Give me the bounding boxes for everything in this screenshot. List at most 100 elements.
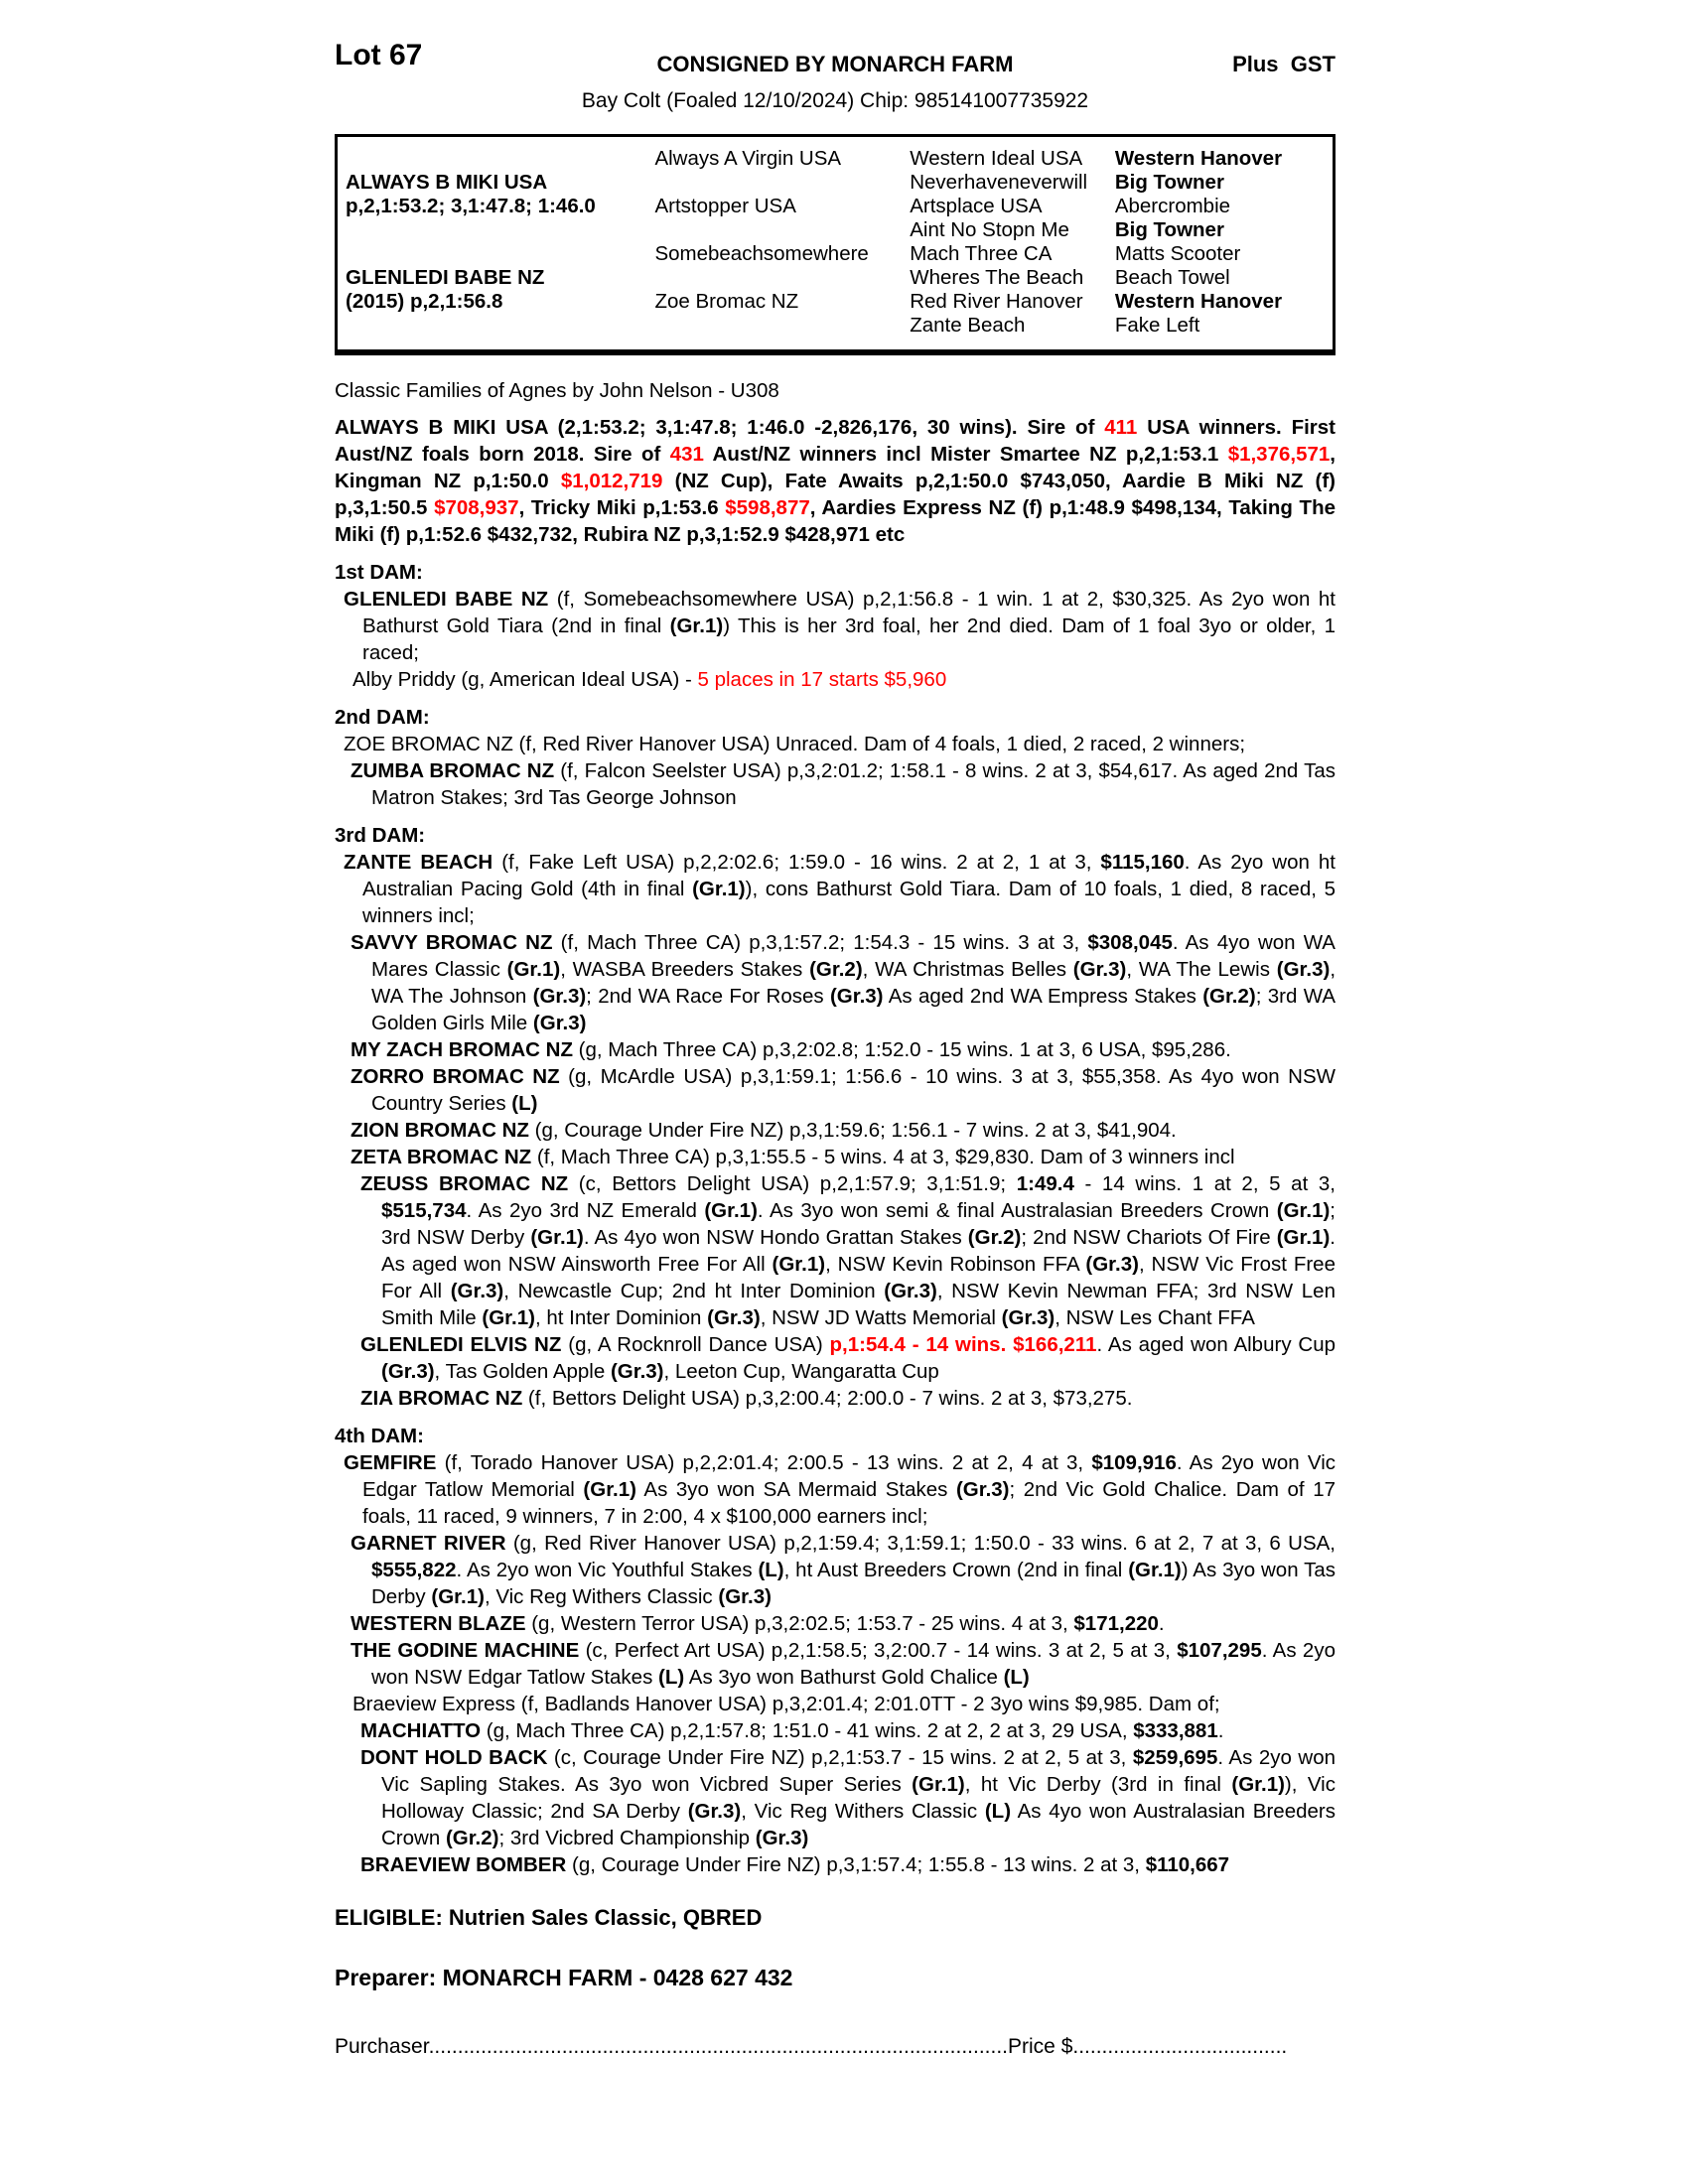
text-segment: As 3yo won SA Mermaid Stakes [635,1478,956,1501]
text-segment: . [1158,1612,1165,1635]
text-segment: (Gr.3) [450,1280,504,1302]
page-content: Lot 67 CONSIGNED BY MONARCH FARM Plus GS… [335,39,1336,2060]
text-segment: , Newcastle Cup; 2nd ht Inter Dominion [503,1280,885,1302]
text-segment: (Gr.1) [1231,1773,1285,1796]
text-segment: , WA The Johnson [371,958,1336,1008]
text-segment: (g, Courage Under Fire NZ) p,3,1:57.4; 1… [566,1853,1146,1876]
text-segment: , WASBA Breeders Stakes [560,958,810,981]
pedigree-entry: WESTERN BLAZE (g, Western Terror USA) p,… [335,1610,1336,1637]
red-highlight-text: $1,012,719 [560,470,663,492]
text-segment: ; 3rd NSW Derby [381,1199,1336,1249]
text-segment: . As 3yo won semi & final Australasian B… [757,1199,1277,1222]
text-segment: , WA The Lewis [1126,958,1277,981]
text-segment: (Gr.3) [532,1012,587,1034]
text-segment: DONT HOLD BACK [360,1746,548,1769]
text-segment: ZION BROMAC NZ [351,1119,529,1142]
red-highlight-text: $1,376,571 [1227,443,1331,466]
text-segment: ZEUSS BROMAC NZ [360,1172,569,1195]
gst-note: Plus GST [1232,52,1336,76]
dam-section-title: 4th DAM: [335,1425,424,1447]
text-segment: (g, A Rocknroll Dance USA) [561,1333,830,1356]
preparer-note: Preparer: MONARCH FARM - 0428 627 432 [335,1965,793,1990]
text-segment: USA winners. First Aust/NZ foals born 20… [335,416,1336,466]
text-segment: (Gr.1) [1276,1199,1331,1222]
text-segment: . As 2yo 3rd NZ Emerald [466,1199,705,1222]
pedigree-cell: Mach Three CA [910,242,1053,265]
text-segment: (Gr.1) [431,1585,485,1608]
text-segment: (L) [984,1800,1012,1823]
purchaser-label: Purchaser [335,2035,429,2058]
text-segment: , WA Christmas Belles [862,958,1073,981]
text-segment: SAVVY BROMAC NZ [351,931,553,954]
pedigree-entry: ZETA BROMAC NZ (f, Mach Three CA) p,3,1:… [335,1144,1336,1170]
text-segment: (f, Torado Hanover USA) p,2,2:01.4; 2:00… [436,1451,1092,1474]
pedigree-entry: GEMFIRE (f, Torado Hanover USA) p,2,2:01… [335,1449,1336,1530]
price-label: Price $ [1008,2035,1073,2058]
text-segment: (Gr.3) [687,1800,742,1823]
text-segment: $333,881 [1133,1719,1218,1742]
text-segment: ; 2nd Vic Gold Chalice. Dam of 17 foals,… [362,1478,1336,1528]
pedigree-row: p,2,1:53.2; 3,1:47.8; 1:46.0 Artstopper U… [337,195,1335,218]
pedigree-cell: Abercrombie [1114,195,1231,217]
text-segment: ZANTE BEACH [344,851,493,874]
text-segment: 1:49.4 [1016,1172,1074,1195]
text-segment: , Vic Reg Withers Classic [484,1585,719,1608]
text-segment: . As 2yo won NSW Edgar Tatlow Stakes [371,1639,1336,1689]
text-segment: BRAEVIEW BOMBER [360,1853,567,1876]
page-header: Lot 67 CONSIGNED BY MONARCH FARM Plus GS… [335,39,1336,85]
pedigree-cell: Aint No Stopn Me [910,218,1069,241]
pedigree-row: Zante Beach Fake Left [337,314,1335,352]
text-segment: MY ZACH BROMAC NZ [351,1038,573,1061]
text-segment: . As 2yo won ht Australian Pacing Gold (… [362,851,1336,900]
text-segment: $555,822 [371,1559,457,1581]
text-segment: . As 2yo won Vic Youthful Stakes [456,1559,759,1581]
price-dotted-leader: ..................................... [1072,2035,1288,2058]
text-segment: (Gr.1) [482,1306,535,1329]
text-segment: (g, Western Terror USA) p,3,2:02.5; 1:53… [525,1612,1074,1635]
lot-number: Lot 67 [335,39,423,71]
pedigree-cell: Neverhaveneverwill [910,171,1088,194]
text-segment: . As 2yo won Vic Sapling Stakes. As 3yo … [381,1746,1336,1796]
pedigree-entry: GLENLEDI ELVIS NZ (g, A Rocknroll Dance … [335,1331,1336,1385]
text-segment: (Gr.2) [809,958,863,981]
pedigree-row: Always A Virgin USA Western Ideal USA West… [337,136,1335,172]
text-segment: THE GODINE MACHINE [351,1639,580,1662]
pedigree-entry: ZIA BROMAC NZ (f, Bettors Delight USA) p… [335,1385,1336,1412]
pedigree-cell [337,314,655,352]
pedigree-entry: DONT HOLD BACK (c, Courage Under Fire NZ… [335,1744,1336,1851]
text-segment: . [1217,1719,1224,1742]
text-segment: As aged 2nd WA Empress Stakes [883,985,1203,1008]
text-segment: (Gr.1) [1128,1559,1182,1581]
text-segment: $259,695 [1132,1746,1218,1769]
text-segment: (Gr.1) [506,958,561,981]
pedigree-cell [654,218,910,242]
pedigree-cell: p,2,1:53.2; 3,1:47.8; 1:46.0 [346,195,596,217]
pedigree-table: Always A Virgin USA Western Ideal USA West… [335,134,1336,355]
text-segment: MACHIATTO [360,1719,482,1742]
text-segment: (f, Mach Three CA) p,3,1:57.2; 1:54.3 - … [552,931,1088,954]
pedigree-entry: ZEUSS BROMAC NZ (c, Bettors Delight USA)… [335,1170,1336,1331]
text-segment: $115,160 [1100,851,1185,874]
pedigree-cell: Beach Towel [1114,266,1230,289]
red-highlight-text: $708,937 [434,496,519,519]
text-segment: (L) [758,1559,784,1581]
text-segment: GARNET RIVER [351,1532,506,1555]
text-segment: (Gr.2) [967,1226,1022,1249]
text-segment: As 3yo won Bathurst Gold Chalice [684,1666,1004,1689]
pedigree-cell: Artsplace USA [910,195,1043,217]
text-segment: , NSW Kevin Newman FFA; 3rd NSW Len Smit… [381,1280,1336,1329]
text-segment: (Gr.3) [1085,1253,1139,1276]
text-segment: GEMFIRE [344,1451,437,1474]
text-segment: , Tricky Miki p,1:53.6 [518,496,726,519]
pedigree-cell: GLENLEDI BABE NZ [346,266,545,289]
red-highlight-text: 411 [1104,416,1138,439]
pedigree-entry: ZOE BROMAC NZ (f, Red River Hanover USA)… [335,731,1336,757]
pedigree-cell: Zante Beach [910,314,1026,337]
text-segment: (L) [1003,1666,1030,1689]
pedigree-row: (2015) p,2,1:56.8 Zoe Bromac NZ Red River … [337,290,1335,314]
pedigree-entry: ZION BROMAC NZ (g, Courage Under Fire NZ… [335,1117,1336,1144]
text-segment: GLENLEDI ELVIS NZ [360,1333,562,1356]
purchaser-line: Purchaser...............................… [335,2033,1336,2060]
text-segment: ) This is her 3rd foal, her 2nd died. Da… [362,614,1336,664]
text-segment: (Gr.3) [1072,958,1127,981]
